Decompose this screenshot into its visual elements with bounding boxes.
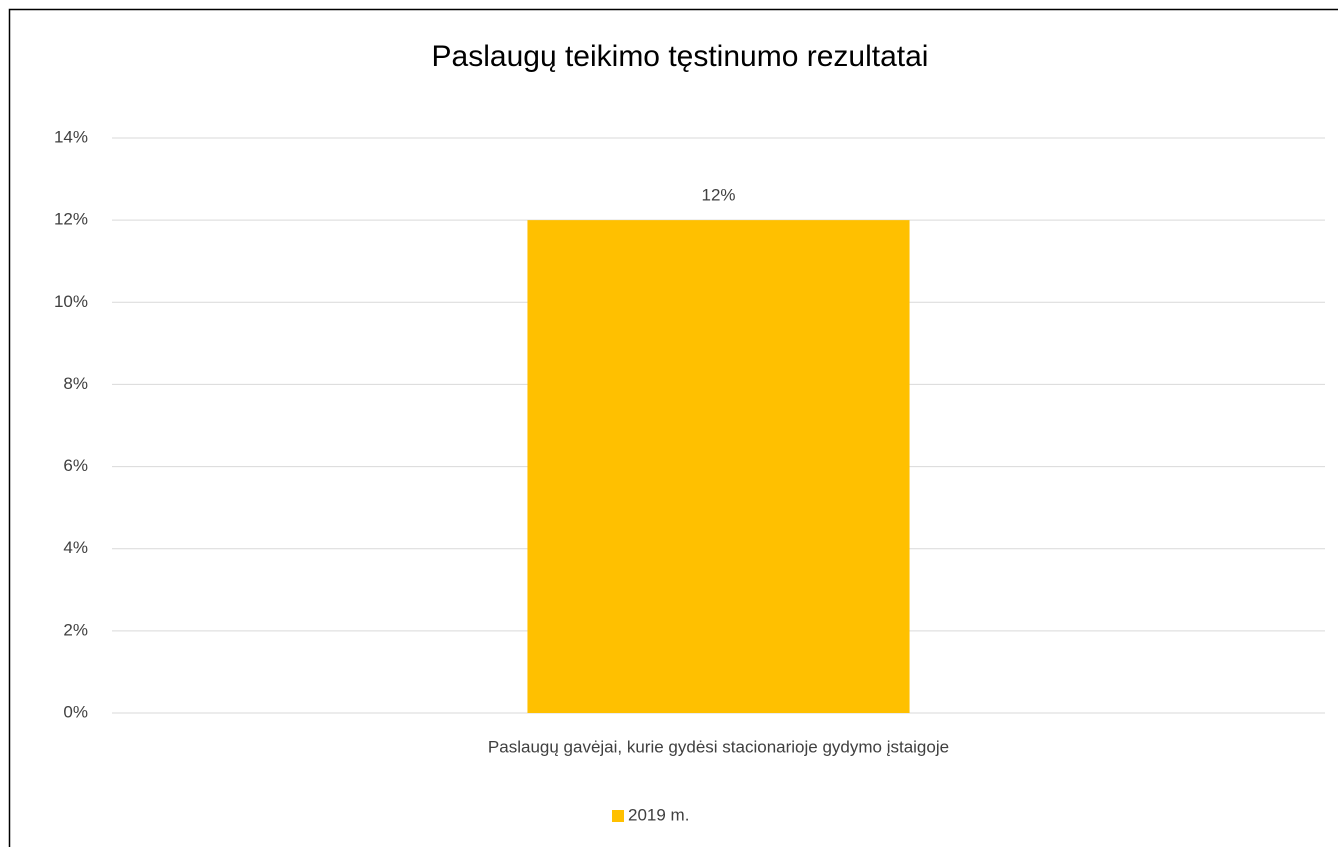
y-tick-label: 2% — [63, 620, 88, 639]
bar — [527, 220, 910, 713]
y-tick-label: 4% — [63, 538, 88, 557]
y-tick-label: 0% — [63, 702, 88, 721]
y-tick-label: 10% — [54, 292, 88, 311]
y-tick-label: 12% — [54, 210, 88, 229]
data-label: 12% — [701, 186, 735, 205]
y-tick-label: 14% — [54, 127, 88, 146]
chart-title: Paslaugų teikimo tęstinumo rezultatai — [432, 40, 929, 73]
y-tick-label: 6% — [63, 456, 88, 475]
y-tick-label: 8% — [63, 374, 88, 393]
legend-swatch — [612, 810, 624, 822]
legend-label: 2019 m. — [628, 805, 689, 824]
x-tick-label: Paslaugų gavėjai, kurie gydėsi stacionar… — [488, 737, 949, 756]
